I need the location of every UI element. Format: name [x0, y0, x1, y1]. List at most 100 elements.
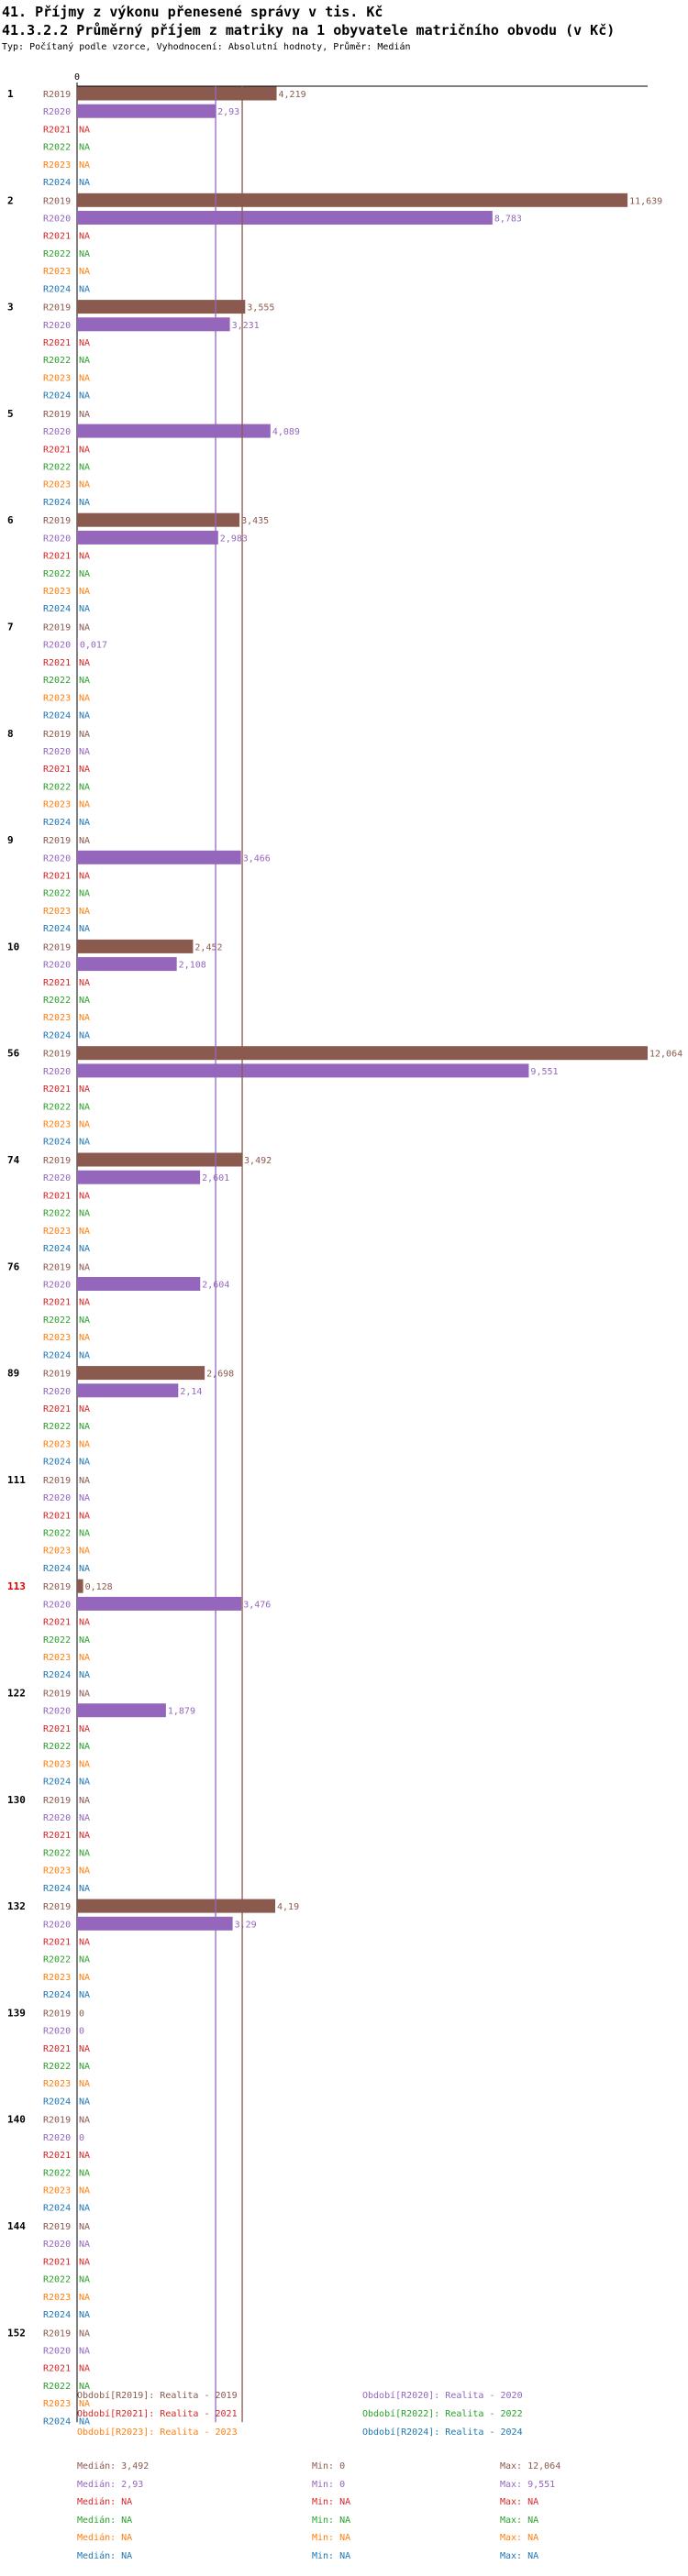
- na-label: NA: [79, 2347, 90, 2357]
- series-label-R2022: R2022: [43, 143, 71, 153]
- na-label: NA: [79, 1564, 90, 1574]
- series-label-R2019: R2019: [43, 730, 71, 740]
- data-label-7-R2020: 0,017: [80, 641, 107, 651]
- na-label: NA: [79, 800, 90, 810]
- series-label-R2023: R2023: [43, 1973, 71, 1983]
- group-label-8: 8: [7, 728, 14, 740]
- na-label: NA: [79, 1670, 90, 1680]
- legend-item-R2023: Období[R2023]: Realita - 2023: [77, 2427, 238, 2438]
- series-label-R2021: R2021: [43, 338, 71, 348]
- group-label-111: 111: [7, 1474, 26, 1486]
- na-label: NA: [79, 1030, 90, 1040]
- data-label-89-R2019: 2,698: [206, 1370, 234, 1380]
- na-label: NA: [79, 2240, 90, 2250]
- na-label: NA: [79, 445, 90, 455]
- na-label: NA: [79, 1938, 90, 1948]
- na-label: NA: [79, 1493, 90, 1503]
- series-label-R2023: R2023: [43, 1013, 71, 1023]
- na-label: NA: [79, 1848, 90, 1858]
- series-label-R2023: R2023: [43, 2186, 71, 2196]
- stat-median-R2022: Medián: NA: [77, 2515, 133, 2526]
- series-label-R2024: R2024: [43, 1990, 71, 2000]
- na-label: NA: [79, 2382, 90, 2392]
- series-label-R2019: R2019: [43, 410, 71, 420]
- bar-74-R2019: [77, 1152, 243, 1167]
- stat-median-R2024: Medián: NA: [77, 2550, 133, 2561]
- data-label-1-R2019: 4,219: [279, 90, 306, 100]
- na-label: NA: [79, 249, 90, 259]
- series-label-R2022: R2022: [43, 1955, 71, 1965]
- series-label-R2023: R2023: [43, 1866, 71, 1877]
- group-label-89: 89: [7, 1368, 19, 1380]
- series-label-R2021: R2021: [43, 1404, 71, 1415]
- group-label-6: 6: [7, 514, 14, 526]
- series-label-R2019: R2019: [43, 1796, 71, 1806]
- na-label: NA: [79, 693, 90, 703]
- series-label-R2020: R2020: [43, 2240, 71, 2250]
- na-label: NA: [79, 1138, 90, 1148]
- series-label-R2021: R2021: [43, 1724, 71, 1734]
- series-label-R2021: R2021: [43, 658, 71, 668]
- na-label: NA: [79, 1955, 90, 1965]
- series-label-R2024: R2024: [43, 1030, 71, 1040]
- series-label-R2020: R2020: [43, 107, 71, 117]
- data-label-2-R2019: 11,639: [629, 196, 662, 206]
- series-label-R2020: R2020: [43, 1493, 71, 1503]
- series-label-R2024: R2024: [43, 818, 71, 828]
- na-label: NA: [79, 338, 90, 348]
- series-label-R2019: R2019: [43, 1050, 71, 1060]
- data-label-113-R2019: 0,128: [85, 1582, 113, 1592]
- series-label-R2022: R2022: [43, 1529, 71, 1539]
- bar-132-R2020: [77, 1916, 233, 1931]
- series-label-R2021: R2021: [43, 445, 71, 455]
- na-label: NA: [79, 1102, 90, 1112]
- na-label: NA: [79, 1973, 90, 1983]
- series-label-R2023: R2023: [43, 1120, 71, 1130]
- na-label: NA: [79, 2186, 90, 2196]
- series-label-R2024: R2024: [43, 178, 71, 188]
- stat-median-R2021: Medián: NA: [77, 2497, 133, 2507]
- series-label-R2019: R2019: [43, 303, 71, 314]
- series-label-R2022: R2022: [43, 356, 71, 366]
- data-label-6-R2020: 2,983: [220, 534, 248, 544]
- bar-76-R2020: [77, 1277, 201, 1291]
- series-label-R2021: R2021: [43, 872, 71, 882]
- series-label-R2020: R2020: [43, 215, 71, 225]
- na-label: NA: [79, 1813, 90, 1823]
- bar-56-R2020: [77, 1063, 529, 1078]
- series-label-R2024: R2024: [43, 1778, 71, 1788]
- na-label: NA: [79, 2328, 90, 2339]
- series-label-R2019: R2019: [43, 2009, 71, 2019]
- na-label: NA: [79, 1831, 90, 1841]
- data-label-5-R2020: 4,089: [272, 427, 300, 437]
- bar-10-R2020: [77, 957, 177, 972]
- series-label-R2024: R2024: [43, 604, 71, 614]
- data-label-140-R2020: 0: [79, 2133, 84, 2143]
- na-label: NA: [79, 604, 90, 614]
- na-label: NA: [79, 1618, 90, 1628]
- series-label-R2020: R2020: [43, 321, 71, 331]
- data-label-122-R2020: 1,879: [168, 1707, 195, 1717]
- bar-2-R2019: [77, 193, 628, 207]
- group-label-3: 3: [7, 302, 14, 314]
- data-label-56-R2019: 12,064: [649, 1050, 682, 1060]
- series-label-R2023: R2023: [43, 480, 71, 490]
- data-label-74-R2019: 3,492: [244, 1156, 272, 1166]
- na-label: NA: [79, 1227, 90, 1237]
- series-label-R2020: R2020: [43, 1600, 71, 1610]
- data-label-3-R2020: 3,231: [232, 321, 260, 331]
- na-label: NA: [79, 1316, 90, 1326]
- na-label: NA: [79, 2416, 90, 2427]
- na-label: NA: [79, 924, 90, 934]
- stat-median-R2019: Medián: 3,492: [77, 2461, 150, 2471]
- series-label-R2024: R2024: [43, 1138, 71, 1148]
- zero-tick-label: 0: [74, 72, 80, 83]
- group-label-140: 140: [7, 2114, 26, 2126]
- na-label: NA: [79, 978, 90, 988]
- bar-1-R2019: [77, 86, 277, 101]
- series-label-R2022: R2022: [43, 249, 71, 259]
- na-label: NA: [79, 872, 90, 882]
- bar-2-R2020: [77, 211, 493, 225]
- series-label-R2019: R2019: [43, 1262, 71, 1272]
- na-label: NA: [79, 463, 90, 473]
